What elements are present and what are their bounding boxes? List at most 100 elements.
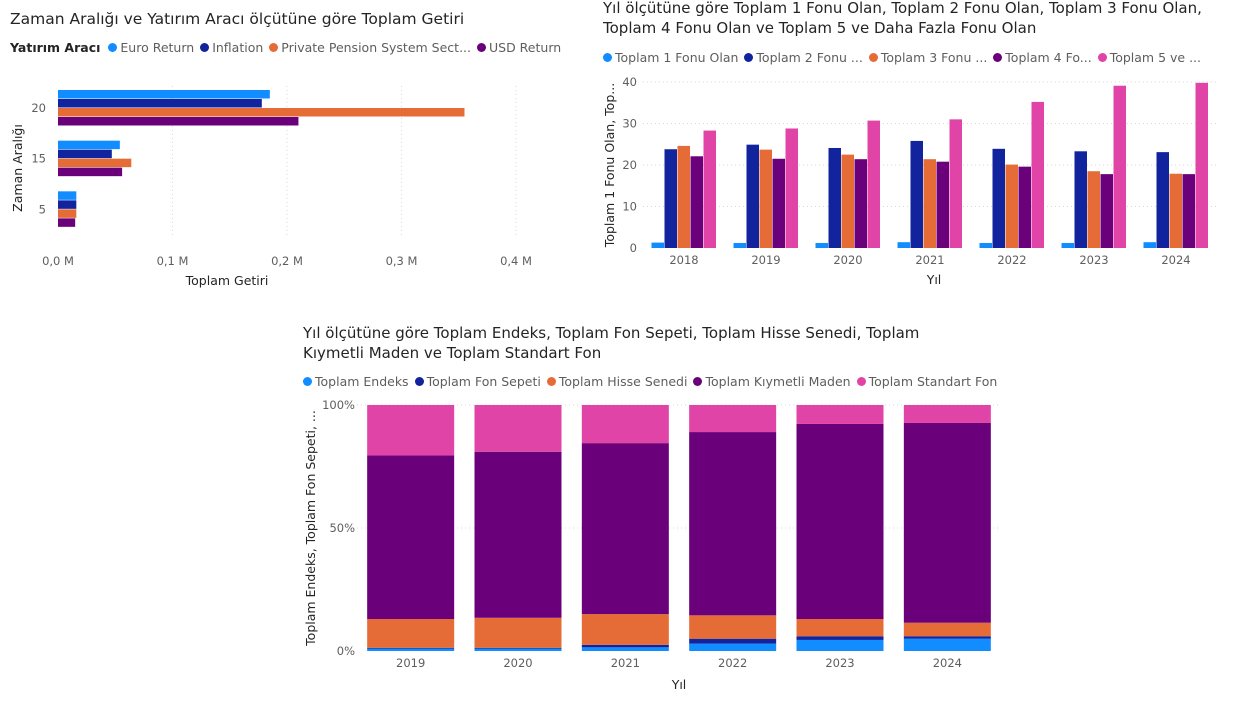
bar-segment [689,405,777,433]
chart1-legend-item[interactable]: Inflation [200,40,263,55]
bar [58,108,465,117]
x-tick-label: 2018 [669,253,698,267]
bar-segment [581,443,669,615]
bar [58,140,120,150]
bar-segment [689,615,777,639]
chart3-legend-item[interactable]: Toplam Kıymetli Maden [693,374,851,389]
chart-fund-counts-by-year[interactable]: Yıl ölçütüne göre Toplam 1 Fonu Olan, To… [595,0,1233,300]
legend-dot-icon [477,43,486,52]
bar-segment [903,422,991,623]
x-tick-label: 2023 [1079,253,1108,267]
bar-segment [796,405,884,424]
x-tick-label: 2019 [751,253,780,267]
y-tick-label: 0% [337,644,355,658]
y-tick-label: 10 [622,200,637,214]
bar [703,130,716,248]
chart2-legend-item[interactable]: Toplam 5 ve ... [1097,50,1201,65]
x-tick-label: 2020 [833,253,862,267]
bar [1195,82,1208,248]
bar-segment [474,647,562,649]
bar [58,90,270,99]
bar-segment [796,639,884,651]
chart3-legend-item[interactable]: Toplam Endeks [303,374,409,389]
bar [992,148,1005,248]
y-axis-title: Zaman Aralığı [10,124,25,212]
legend-dot-icon [414,377,424,386]
x-tick-label: 2022 [718,656,747,670]
bar [1087,171,1100,248]
legend-label: Toplam 4 Fo... [1005,50,1092,65]
bar [897,242,910,248]
bar [1169,173,1182,248]
bar-segment [581,614,669,645]
chart3-legend-item[interactable]: Toplam Fon Sepeti [414,374,541,389]
bar [1018,166,1031,248]
legend-dot-icon [603,53,612,62]
chart2-title-line2: Toplam 4 Fonu Olan ve Toplam 5 ve Daha F… [603,19,1037,37]
bar-segment [367,455,455,620]
x-tick-label: 2019 [396,656,425,670]
x-axis-title: Toplam Getiri [185,273,269,288]
x-tick-label: 2024 [1161,253,1190,267]
chart-returns-by-interval[interactable]: Zaman Aralığı ve Yatırım Aracı ölçütüne … [0,0,561,300]
legend-label: USD Return [489,40,562,55]
legend-dot-icon [993,53,1003,62]
x-axis-title: Yıl [926,272,942,287]
bar [841,154,854,248]
chart1-legend: Yatırım Aracı Euro Return Inflation Priv… [10,40,567,55]
bar [910,140,923,248]
legend-label: Euro Return [120,40,195,55]
chart2-legend-item[interactable]: Toplam 2 Fonu ... [744,50,863,65]
legend-label: Toplam Standart Fon [868,374,998,389]
bar-segment [581,405,669,444]
bar [854,159,867,248]
chart2-legend: Toplam 1 Fonu Olan Toplam 2 Fonu ... Top… [603,50,1207,65]
bar [58,117,299,126]
bar [1031,101,1044,248]
legend-dot-icon [200,43,210,52]
bar-segment [367,647,455,649]
bar [58,99,262,108]
legend-label: Toplam 5 ve ... [1109,50,1201,65]
legend-label: Toplam Kıymetli Maden [705,374,851,389]
chart2-legend-item[interactable]: Toplam 4 Fo... [993,50,1092,65]
bar-segment [367,648,455,651]
y-tick-label: 30 [622,117,637,131]
bar [1100,174,1113,248]
x-tick-label: 0,1 M [157,254,189,268]
chart3-legend-item[interactable]: Toplam Hisse Senedi [546,374,687,389]
y-tick-label: 15 [31,152,46,166]
y-axis-title: Toplam Endeks, Toplam Fon Sepeti, ... [303,410,318,647]
bar [867,120,880,248]
chart3-legend-item[interactable]: Toplam Standart Fon [856,374,998,389]
x-tick-label: 0,0 M [42,254,74,268]
bar [949,119,962,248]
bar [785,128,798,248]
chart1-legend-item[interactable]: USD Return [477,40,561,55]
chart2-legend-item[interactable]: Toplam 3 Fonu ... [868,50,987,65]
bar [923,159,936,248]
chart1-legend-title: Yatırım Aracı [10,40,101,55]
legend-label: Inflation [212,40,264,55]
chart-fund-types-percent-by-year[interactable]: Yıl ölçütüne göre Toplam Endeks, Toplam … [295,318,1015,707]
bar-segment [689,638,777,644]
bar-segment [474,617,562,648]
bar [58,149,112,159]
bar-segment [903,638,991,651]
bar-segment [796,423,884,620]
bar-segment [796,619,884,637]
x-tick-label: 2021 [611,656,640,670]
bar [58,167,123,177]
legend-label: Toplam 2 Fonu ... [756,50,863,65]
y-tick-label: 40 [622,75,637,89]
bar [1061,243,1074,248]
chart1-legend-item[interactable]: Private Pension System Sect... [269,40,471,55]
chart1-legend-item[interactable]: Euro Return [108,40,194,55]
chart2-legend-item[interactable]: Toplam 1 Fonu Olan [603,50,738,65]
chart2-plot: 0 10 20 30 40 2018 2019 2020 2021 2022 2023 2024 Yıl… [602,75,1217,287]
legend-dot-icon [108,43,118,52]
chart2-title-line1: Yıl ölçütüne göre Toplam 1 Fonu Olan, To… [603,0,1202,17]
bar [936,161,949,248]
bar-segment [474,451,562,618]
x-axis-title: Yıl [671,677,687,692]
